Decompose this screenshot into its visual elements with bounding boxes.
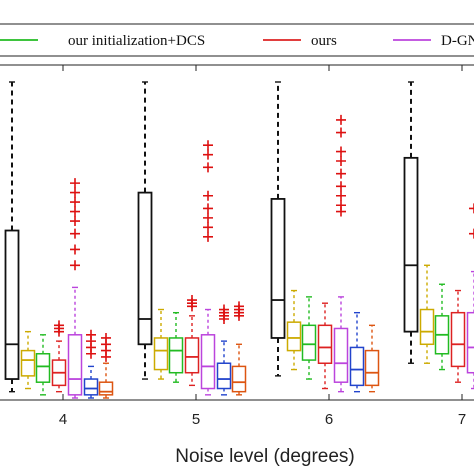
box-body — [419, 308, 435, 346]
box-series2-cat7 — [434, 283, 450, 371]
outlier-marker — [203, 222, 213, 233]
outlier-marker — [469, 203, 474, 214]
box-body — [4, 229, 20, 380]
x-tick-label-6: 6 — [325, 411, 333, 428]
box-series4-cat5 — [200, 140, 216, 396]
box-series0-cat4 — [4, 81, 20, 393]
outlier-marker — [336, 168, 346, 179]
box-body — [98, 381, 114, 396]
box-series0-cat5 — [137, 81, 153, 380]
box-body — [231, 365, 247, 393]
box-body — [83, 378, 99, 396]
box-series5-cat5 — [216, 304, 232, 396]
box-series5-cat6 — [349, 311, 365, 393]
outlier-marker — [70, 216, 80, 227]
outlier-marker — [203, 203, 213, 214]
box-series0-cat6 — [270, 81, 286, 377]
outlier-marker — [203, 162, 213, 173]
x-axis-label: Noise level (degrees) — [175, 446, 355, 467]
box-body — [270, 198, 286, 339]
plot-area — [0, 64, 474, 401]
box-series4-cat7 — [466, 203, 474, 390]
outlier-marker — [203, 149, 213, 160]
outlier-marker — [70, 187, 80, 198]
box-body — [35, 353, 51, 383]
outlier-marker — [336, 127, 346, 138]
box-body — [168, 337, 184, 374]
x-tick-label-5: 5 — [192, 411, 200, 428]
box-series4-cat6 — [333, 114, 349, 393]
outlier-marker — [336, 181, 346, 192]
box-series-group — [4, 81, 474, 399]
box-body — [317, 324, 333, 364]
outlier-marker — [336, 200, 346, 211]
outlier-marker — [70, 178, 80, 189]
box-body — [184, 337, 200, 374]
box-body — [466, 311, 474, 374]
outlier-marker — [234, 301, 244, 312]
outlier-marker — [336, 190, 346, 201]
x-tick-label-4: 4 — [59, 411, 67, 428]
legend-label-1: ours — [311, 33, 337, 49]
outlier-marker — [203, 190, 213, 201]
box-series6-cat4 — [98, 332, 114, 399]
outlier-marker — [336, 114, 346, 125]
outlier-marker — [187, 295, 197, 306]
box-series4-cat4 — [67, 178, 83, 399]
outlier-marker — [70, 244, 80, 255]
box-body — [216, 362, 232, 390]
outlier-marker — [219, 304, 229, 315]
box-body — [450, 311, 466, 368]
outlier-marker — [86, 329, 96, 340]
box-body — [67, 334, 83, 396]
box-body — [333, 327, 349, 383]
outlier-marker — [203, 231, 213, 242]
outlier-marker — [70, 206, 80, 217]
legend-label-2: D-GNC — [441, 33, 474, 49]
outlier-marker — [70, 197, 80, 208]
outlier-marker — [336, 156, 346, 166]
outlier-marker — [54, 320, 64, 331]
box-series1-cat4 — [20, 330, 36, 390]
box-body — [137, 191, 153, 346]
legend-label-0: our initialization+DCS — [68, 33, 205, 49]
box-body — [403, 156, 419, 333]
box-series5-cat4 — [83, 329, 99, 399]
box-body — [301, 324, 317, 361]
outlier-marker — [203, 140, 213, 151]
x-tick-label-7: 7 — [458, 411, 466, 428]
box-series2-cat5 — [168, 311, 184, 383]
outlier-marker — [70, 260, 80, 271]
box-body — [153, 337, 169, 371]
outlier-marker — [70, 228, 80, 239]
box-series1-cat7 — [419, 264, 435, 364]
box-body — [364, 349, 380, 387]
box-series1-cat6 — [286, 289, 302, 371]
box-series6-cat6 — [364, 324, 380, 393]
box-series2-cat4 — [35, 334, 51, 396]
box-series6-cat5 — [231, 301, 247, 396]
outlier-marker — [469, 228, 474, 239]
box-series3-cat4 — [51, 320, 67, 393]
outlier-marker — [101, 332, 111, 343]
box-series3-cat7 — [450, 289, 466, 383]
box-series3-cat6 — [317, 302, 333, 390]
box-series1-cat5 — [153, 308, 169, 380]
box-series0-cat7 — [403, 81, 419, 364]
outlier-marker — [203, 212, 213, 223]
box-series2-cat6 — [301, 296, 317, 380]
legend: our initialization+DCS ours D-GNC — [0, 23, 474, 57]
box-series3-cat5 — [184, 295, 200, 387]
x-axis-ticks: 4 5 6 7 — [59, 65, 466, 428]
box-body — [20, 349, 36, 377]
box-body — [349, 346, 365, 387]
box-body — [286, 321, 302, 352]
outlier-marker — [336, 146, 346, 157]
box-body — [200, 334, 216, 390]
